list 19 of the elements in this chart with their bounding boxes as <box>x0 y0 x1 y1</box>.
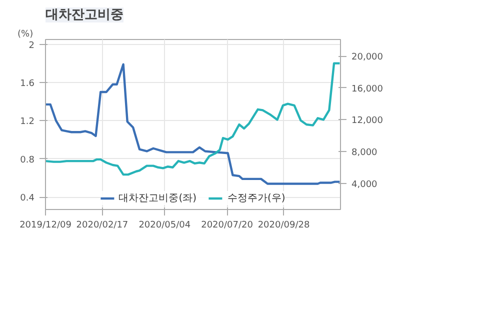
legend-label: 수정주가(우) <box>228 192 286 205</box>
y-tick-label: 1.6 <box>20 78 35 89</box>
x-tick-label: 2020/07/20 <box>201 220 254 230</box>
y-axis-title: (%) <box>18 30 34 40</box>
y2-tick-label: 8,000 <box>352 148 378 158</box>
y-tick-label: 0.4 <box>20 194 35 204</box>
y2-tick-label: 12,000 <box>352 116 384 126</box>
y2-tick-label: 16,000 <box>352 84 384 94</box>
chart-title: 대차잔고비중 <box>46 8 124 22</box>
x-tick-label: 2020/09/28 <box>258 220 310 230</box>
y2-tick-label: 4,000 <box>352 180 378 190</box>
y-tick-label: 1.2 <box>20 117 35 128</box>
x-tick-label: 2020/05/04 <box>138 220 191 230</box>
x-tick-label: 2019/12/09 <box>20 220 72 230</box>
y2-tick-label: 20,000 <box>352 52 384 63</box>
y-tick-label: 2 <box>28 40 35 51</box>
y-tick-label: 0.8 <box>20 155 35 166</box>
legend-label: 대차잔고비중(좌) <box>118 192 196 205</box>
x-tick-label: 2020/02/17 <box>76 220 128 230</box>
